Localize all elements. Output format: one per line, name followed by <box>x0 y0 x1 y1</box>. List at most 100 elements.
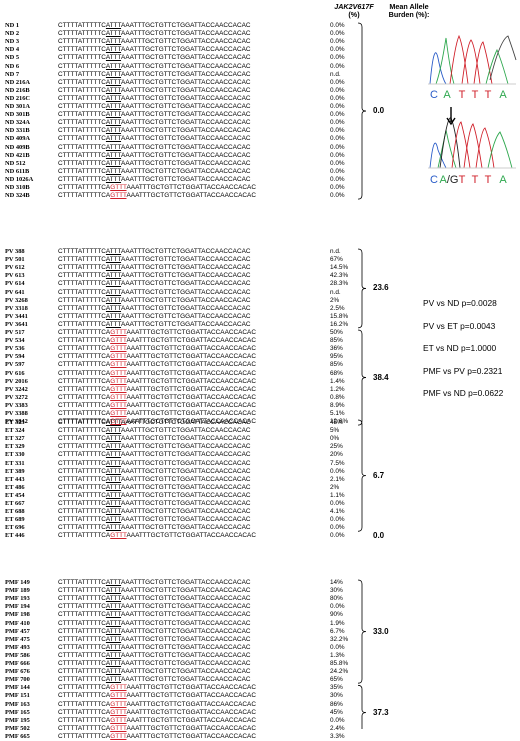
mutant-codon: GTTT <box>110 724 127 732</box>
mutant-codon: GTTT <box>110 337 127 345</box>
sample-id: ET 329 <box>5 443 25 451</box>
sequence: CTTTTATTTTTCATTTAAATTTGCTGTTCTGGATTACCAA… <box>58 264 251 272</box>
allele-burden-value: 2.1% <box>330 475 345 483</box>
sample-id: ET 667 <box>5 500 25 507</box>
wildtype-codon: ATTT <box>105 70 122 78</box>
sequence-prefix: CTTTTATTTTTC <box>58 264 106 272</box>
sequence-prefix: CTTTTATTTTTCA <box>58 708 111 716</box>
sequence-suffix: AAATTTGCTGTTCTGGATTACCAACCACAC <box>126 410 256 417</box>
allele-burden-value: 0.0% <box>330 103 345 110</box>
wildtype-codon: ATTT <box>105 94 122 102</box>
sequence: CTTTTATTTTTCATTTAAATTTGCTGTTCTGGATTACCAA… <box>58 71 251 79</box>
sequence-suffix: AAATTTGCTGTTCTGGATTACCAACCACAC <box>121 86 251 94</box>
allele-burden-value: 0.0% <box>330 175 345 183</box>
base-label: A <box>499 174 507 186</box>
sequence-suffix: AAATTTGCTGTTCTGGATTACCAACCACAC <box>126 337 256 345</box>
sample-id: ET 330 <box>5 451 25 459</box>
wildtype-codon: ATTT <box>105 264 122 272</box>
sequence: CTTTTATTTTTCATTTAAATTTGCTGTTCTGGATTACCAA… <box>58 280 251 288</box>
header-jak2-unit: (%) <box>348 10 360 19</box>
sequence: CTTTTATTTTTCAGTTTAAATTTGCTGTTCTGGATTACCA… <box>58 701 256 709</box>
wildtype-codon: ATTT <box>105 427 122 435</box>
sample-id: PV 614 <box>5 280 25 288</box>
wildtype-codon: ATTT <box>105 587 122 595</box>
mutant-codon: GTTT <box>110 708 127 716</box>
allele-burden-value: 85.8% <box>330 660 349 667</box>
sample-id: ND 3 <box>5 38 20 46</box>
sequence-suffix: AAATTTGCTGTTCTGGATTACCAACCACAC <box>121 587 251 595</box>
wildtype-codon: ATTT <box>105 86 122 94</box>
group-brace <box>357 22 367 200</box>
sequence: CTTTTATTTTTCATTTAAATTTGCTGTTCTGGATTACCAA… <box>58 297 251 305</box>
sequence-prefix: CTTTTATTTTTC <box>58 70 106 78</box>
trace-a <box>485 48 509 85</box>
sequence-prefix: CTTTTATTTTTC <box>58 467 106 475</box>
sequence: CTTTTATTTTTCATTTAAATTTGCTGTTCTGGATTACCAA… <box>58 508 251 516</box>
sample-id: ND 409A <box>5 135 31 143</box>
allele-burden-value: 1.9% <box>330 619 345 627</box>
sequence: CTTTTATTTTTCATTTAAATTTGCTGTTCTGGATTACCAA… <box>58 54 251 62</box>
sequence: CTTTTATTTTTCAGTTTAAATTTGCTGTTCTGGATTACCA… <box>58 709 256 717</box>
sample-id: PMF 198 <box>5 611 30 619</box>
sequence-prefix: CTTTTATTTTTC <box>58 111 106 119</box>
sequence-suffix: AAATTTGCTGTTCTGGATTACCAACCACAC <box>121 475 251 483</box>
sample-id: ND 216C <box>5 94 31 102</box>
sample-id: PMF 676 <box>5 668 30 676</box>
allele-burden-value: 0.0% <box>330 46 345 54</box>
allele-burden-value: n.d. <box>330 248 341 255</box>
sample-id: ND 310B <box>5 184 30 191</box>
sequence-suffix: AAATTTGCTGTTCTGGATTACCAACCACAC <box>126 377 256 385</box>
mean-pv-wt: 23.6 <box>373 283 389 293</box>
sample-id: ND 7 <box>5 70 20 78</box>
sequence: CTTTTATTTTTCAGTTTAAATTTGCTGTTCTGGATTACCA… <box>58 717 256 725</box>
allele-burden-value: 0.0% <box>330 184 345 191</box>
header-jak2: JAK2V617F (%) <box>328 3 380 19</box>
sequence: CTTTTATTTTTCATTTAAATTTGCTGTTCTGGATTACCAA… <box>58 63 251 71</box>
trace-c <box>429 52 447 85</box>
sequence-prefix: CTTTTATTTTTC <box>58 46 106 54</box>
sequence-suffix: AAATTTGCTGTTCTGGATTACCAACCACAC <box>126 684 256 692</box>
wildtype-codon: ATTT <box>105 167 122 175</box>
sequence: CTTTTATTTTTCAGTTTAAATTTGCTGTTCTGGATTACCA… <box>58 192 256 200</box>
wildtype-codon: ATTT <box>105 127 122 135</box>
sequence-suffix: AAATTTGCTGTTCTGGATTACCAACCACAC <box>121 668 251 676</box>
mutant-codon: GTTT <box>110 732 127 740</box>
sample-id: PMF 502 <box>5 724 30 732</box>
sequence-suffix: AAATTTGCTGTTCTGGATTACCAACCACAC <box>121 619 251 627</box>
sequence: CTTTTATTTTTCATTTAAATTTGCTGTTCTGGATTACCAA… <box>58 611 251 619</box>
sequence-suffix: AAATTTGCTGTTCTGGATTACCAACCACAC <box>121 248 251 255</box>
allele-burden-value: 15.8% <box>330 312 349 320</box>
sequence-prefix: CTTTTATTTTTC <box>58 435 106 443</box>
allele-burden-value: 0% <box>330 435 340 443</box>
sample-id: ND 611B <box>5 167 30 175</box>
wildtype-codon: ATTT <box>105 135 122 143</box>
base-label: T <box>485 89 492 101</box>
allele-burden-value: 2.4% <box>330 724 345 732</box>
sample-id: PMF 144 <box>5 684 30 692</box>
wildtype-codon: ATTT <box>105 419 122 426</box>
sequence-suffix: AAATTTGCTGTTCTGGATTACCAACCACAC <box>121 288 251 296</box>
mutant-codon: GTTT <box>110 361 127 369</box>
allele-burden-value: n.d. <box>330 288 341 296</box>
sequence-prefix: CTTTTATTTTTC <box>58 320 106 328</box>
sequence: CTTTTATTTTTCATTTAAATTTGCTGTTCTGGATTACCAA… <box>58 272 251 280</box>
wildtype-codon: ATTT <box>105 103 122 110</box>
sequence-prefix: CTTTTATTTTTCA <box>58 732 111 740</box>
sequence-prefix: CTTTTATTTTTCA <box>58 724 111 732</box>
wildtype-codon: ATTT <box>105 320 122 328</box>
sequence-prefix: CTTTTATTTTTC <box>58 22 106 29</box>
sequence-prefix: CTTTTATTTTTCA <box>58 329 111 336</box>
sequence: CTTTTATTTTTCATTTAAATTTGCTGTTCTGGATTACCAA… <box>58 492 251 500</box>
mutant-codon: GTTT <box>110 418 127 426</box>
wildtype-codon: ATTT <box>105 78 122 86</box>
sequence-prefix: CTTTTATTTTTC <box>58 119 106 127</box>
sequence-prefix: CTTTTATTTTTC <box>58 54 106 62</box>
sequence-prefix: CTTTTATTTTTC <box>58 151 106 159</box>
allele-burden-value: 0.0% <box>330 716 345 724</box>
base-label: A <box>443 89 451 101</box>
sequence-suffix: AAATTTGCTGTTCTGGATTACCAACCACAC <box>121 483 251 491</box>
sequence-prefix: CTTTTATTTTTCA <box>58 410 111 417</box>
allele-burden-value: 20% <box>330 451 343 459</box>
sequence-suffix: AAATTTGCTGTTCTGGATTACCAACCACAC <box>121 312 251 320</box>
sample-id: ET 446 <box>5 532 25 540</box>
